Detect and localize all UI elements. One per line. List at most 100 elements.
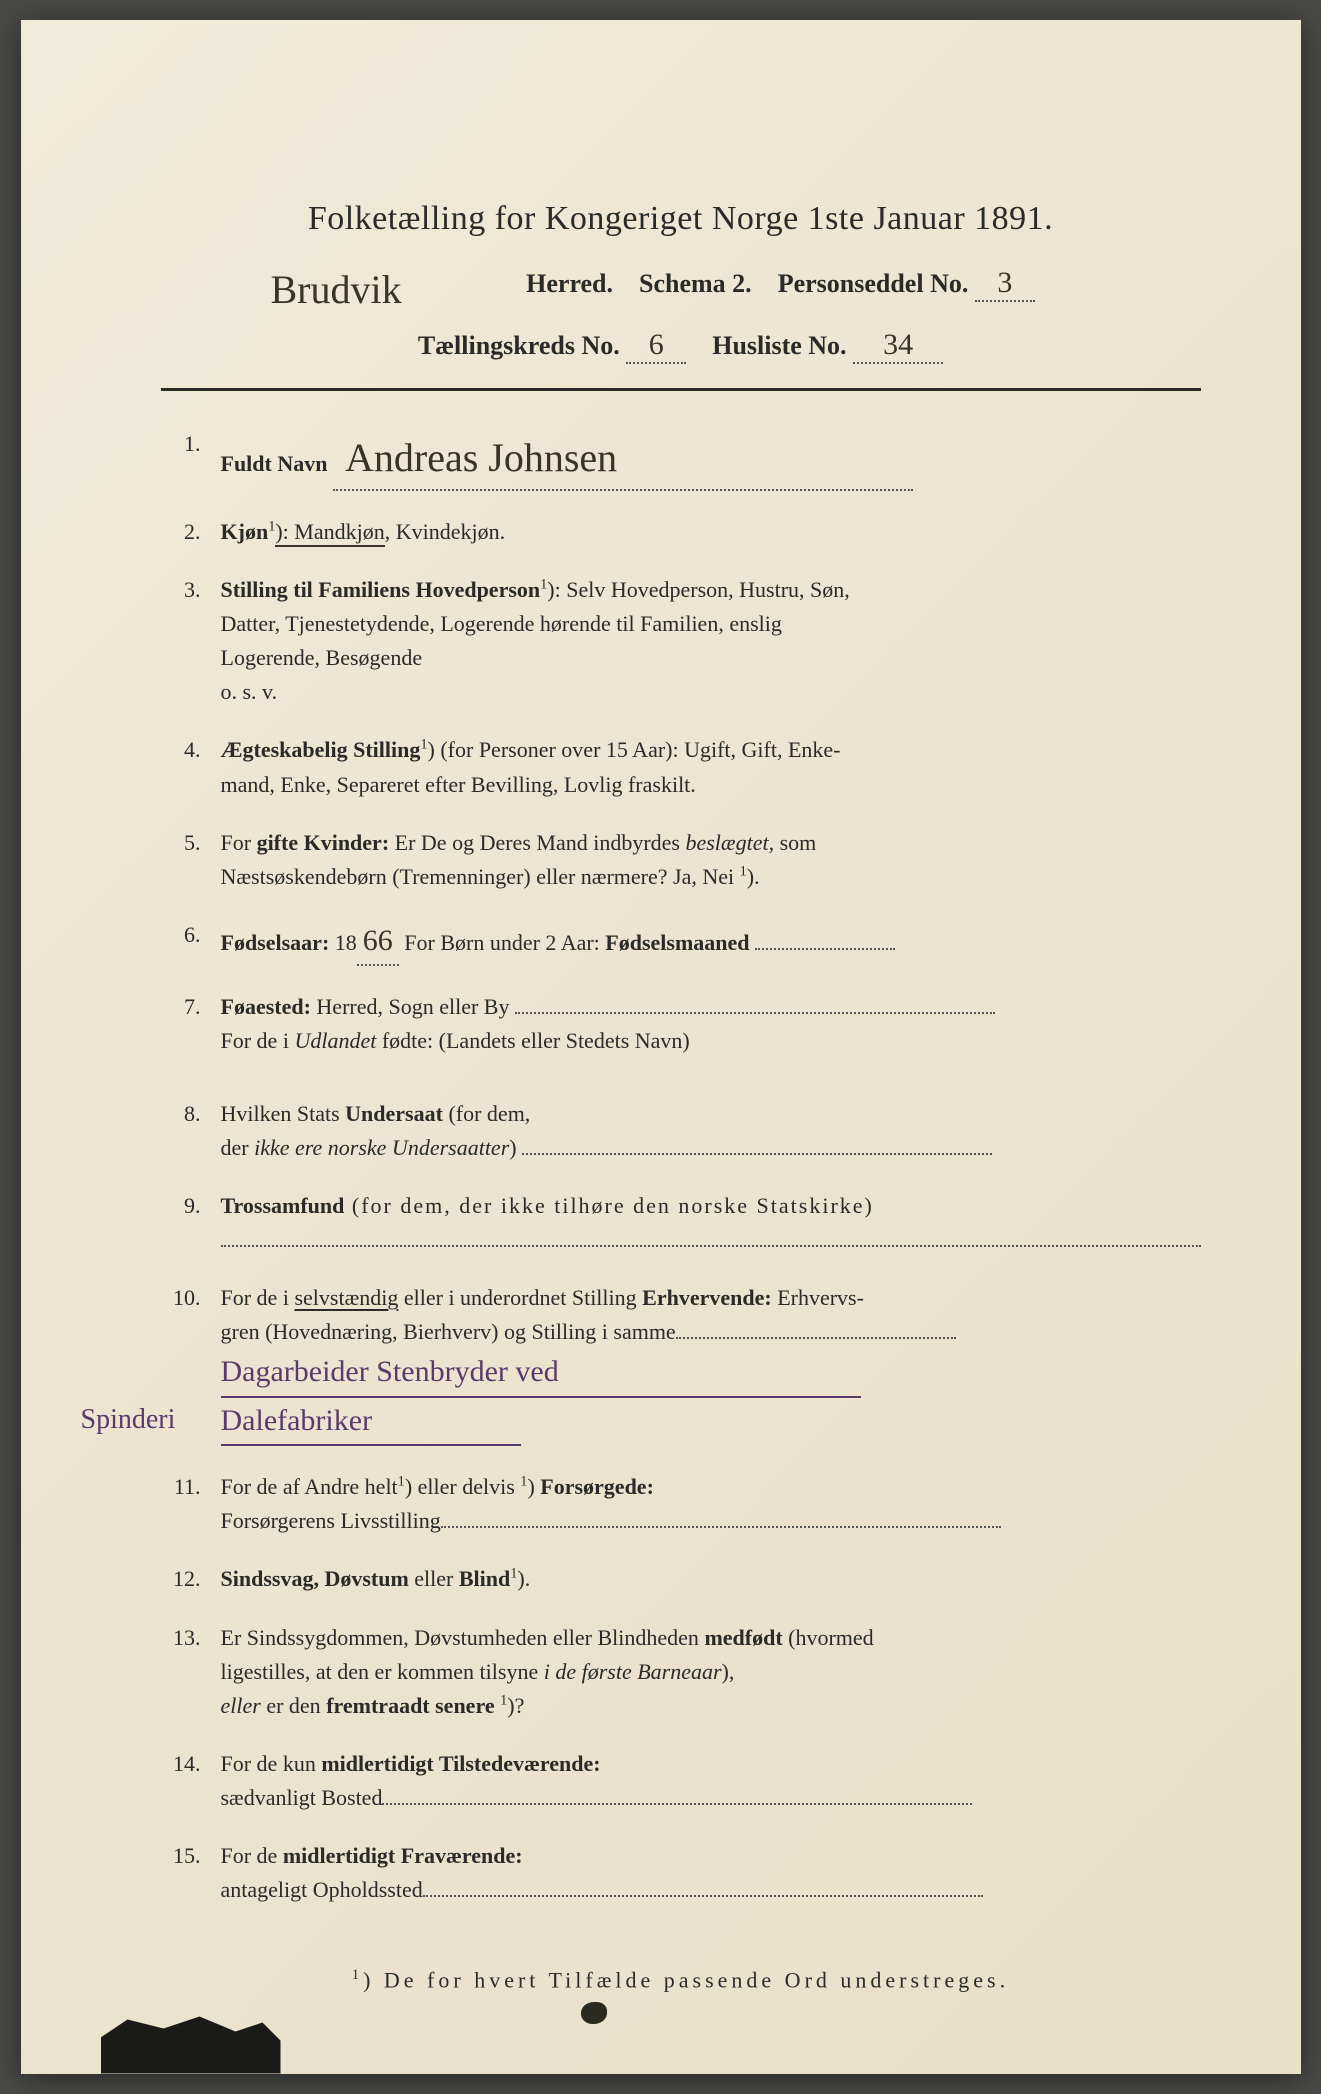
dotted	[676, 1337, 956, 1339]
item-12-mid: eller	[409, 1566, 459, 1591]
item-13-l2a: ligestilles, at den er kommen tilsyne	[221, 1659, 544, 1684]
item-13-tail: )?	[507, 1693, 524, 1718]
item-7-l1: Herred, Sogn eller By	[311, 994, 510, 1019]
item-11-label: Forsørgede:	[540, 1474, 654, 1499]
item-12-tail: ).	[517, 1566, 530, 1591]
item-3-label: Stilling til Familiens Hovedperson	[221, 577, 541, 602]
dotted	[515, 1012, 995, 1014]
item-num: 15.	[161, 1839, 221, 1907]
ink-spot	[581, 2002, 607, 2024]
item-10-hand1: Dagarbeider Stenbryder ved	[221, 1349, 861, 1398]
underline-mandkjon	[275, 545, 385, 547]
item-5-ital: beslægtet,	[685, 830, 774, 855]
sup: 1	[420, 737, 427, 753]
item-10-t1: Erhvervs-	[772, 1285, 864, 1310]
item-3-l2: Datter, Tjenestetydende, Logerende høren…	[221, 611, 782, 636]
item-14-label: midlertidigt Tilstedeværende:	[321, 1751, 600, 1776]
item-2-tail: ): Mandkjøn, Kvindekjøn.	[275, 519, 505, 544]
item-14: 14. For de kun midlertidigt Tilstedevære…	[161, 1747, 1201, 1815]
item-num: 12.	[161, 1562, 221, 1596]
kreds-line: Tællingskreds No. 6 Husliste No. 34	[161, 328, 1201, 364]
item-13-l3a: eller	[221, 1693, 261, 1718]
item-8-label: Undersaat	[345, 1101, 443, 1126]
dotted	[382, 1803, 972, 1805]
item-5-t1: som	[774, 830, 816, 855]
item-7-l2b: fødte: (Landets eller Stedets Navn)	[376, 1028, 689, 1053]
item-14-pre: For de kun	[221, 1751, 322, 1776]
item-6: 6. Fødselsaar: 1866 For Børn under 2 Aar…	[161, 918, 1201, 967]
item-num: 8.	[161, 1097, 221, 1165]
divider-rule	[161, 388, 1201, 391]
item-num: 4.	[161, 733, 221, 801]
dotted	[423, 1895, 983, 1897]
item-4-label: Ægteskabelig Stilling	[221, 737, 421, 762]
item-8-l2a: der	[221, 1135, 255, 1160]
item-10-l1b: eller i underordnet Stilling	[398, 1285, 642, 1310]
footnote-sup: 1	[352, 1967, 363, 1983]
item-num: 5.	[161, 826, 221, 894]
item-3-l1: ): Selv Hovedperson, Hustru, Søn,	[547, 577, 849, 602]
item-5-l2: Næstsøskendebørn (Tremenninger) eller næ…	[221, 864, 740, 889]
item-5: 5. For gifte Kvinder: Er De og Deres Man…	[161, 826, 1201, 894]
item-7-ital: Udlandet	[294, 1028, 376, 1053]
item-8-l1a: Hvilken Stats	[221, 1101, 346, 1126]
item-13-l2b: ),	[722, 1659, 735, 1684]
item-num: 14.	[161, 1747, 221, 1815]
item-11-l1c: )	[527, 1474, 540, 1499]
footnote-text: ) De for hvert Tilfælde passende Ord und…	[363, 1968, 1009, 1993]
item-5-pre: For	[221, 830, 257, 855]
item-6-label2: Fødselsmaaned	[605, 930, 749, 955]
footnote: 1) De for hvert Tilfælde passende Ord un…	[161, 1967, 1201, 1993]
item-5-l1: Er De og Deres Mand indbyrdes	[389, 830, 685, 855]
personseddel-label: Personseddel No.	[778, 269, 969, 298]
item-num: 6.	[161, 918, 221, 967]
page-damage	[101, 2014, 281, 2074]
kreds-no: 6	[626, 328, 686, 364]
item-11-l1a: For de af Andre helt	[221, 1474, 398, 1499]
item-8-l2b: )	[509, 1135, 516, 1160]
item-13-b1: medfødt	[704, 1625, 782, 1650]
item-13-l3b: er den	[261, 1693, 326, 1718]
herred-line: Brudvik Herred. Schema 2. Personseddel N…	[161, 266, 1201, 308]
item-12-label2: Blind	[459, 1566, 510, 1591]
item-10-l2: gren (Hovednæring, Bierhverv) og Stillin…	[221, 1319, 676, 1344]
item-1-label: Fuldt Navn	[221, 451, 328, 476]
items-list: 1. Fuldt Navn Andreas Johnsen 2. Kjøn1):…	[161, 427, 1201, 1907]
item-10-hand2: Dalefabriker	[221, 1398, 521, 1447]
item-15-pre: For de	[221, 1843, 283, 1868]
item-10-u1: selvstændig	[294, 1285, 398, 1310]
item-5-label: gifte Kvinder:	[257, 830, 390, 855]
item-1: 1. Fuldt Navn Andreas Johnsen	[161, 427, 1201, 491]
kreds-label: Tællingskreds No.	[418, 331, 620, 360]
item-9-label: Trossamfund	[221, 1193, 345, 1218]
husliste-label: Husliste No.	[712, 331, 846, 360]
husliste-no: 34	[853, 328, 943, 364]
item-15-l2: antageligt Opholdssted	[221, 1877, 423, 1902]
item-num: 11.	[161, 1470, 221, 1538]
item-4-l2: mand, Enke, Separeret efter Bevilling, L…	[221, 772, 696, 797]
item-num: 3.	[161, 573, 221, 709]
dotted	[441, 1526, 1001, 1528]
item-13: 13. Er Sindssygdommen, Døvstumheden elle…	[161, 1621, 1201, 1723]
item-6-label: Fødselsaar:	[221, 930, 330, 955]
dotted	[522, 1153, 992, 1155]
item-12-label: Sindssvag, Døvstum	[221, 1566, 409, 1591]
header-block: Folketælling for Kongeriget Norge 1ste J…	[161, 200, 1201, 364]
item-15-label: midlertidigt Fraværende:	[283, 1843, 523, 1868]
item-13-l1a: Er Sindssygdommen, Døvstumheden eller Bl…	[221, 1625, 705, 1650]
item-11-l1b: ) eller delvis	[405, 1474, 520, 1499]
item-num: 9.	[161, 1189, 221, 1257]
main-title: Folketælling for Kongeriget Norge 1ste J…	[161, 200, 1201, 238]
item-9-tail: (for dem, der ikke tilhøre den norske St…	[344, 1193, 873, 1218]
item-num: 1.	[161, 427, 221, 491]
item-11-l2: Forsørgerens Livsstilling	[221, 1508, 441, 1533]
item-3: 3. Stilling til Familiens Hovedperson1):…	[161, 573, 1201, 709]
item-10: 10. For de i selvstændig eller i underor…	[161, 1281, 1201, 1446]
dotted	[755, 948, 895, 950]
item-11: 11. For de af Andre helt1) eller delvis …	[161, 1470, 1201, 1538]
item-13-b2: fremtraadt senere	[326, 1693, 500, 1718]
item-10-margin: Spinderi	[81, 1398, 176, 1441]
item-8-ital: ikke ere norske Undersaatter	[254, 1135, 509, 1160]
item-10-l1a: For de i	[221, 1285, 295, 1310]
sup: 1	[398, 1474, 405, 1490]
